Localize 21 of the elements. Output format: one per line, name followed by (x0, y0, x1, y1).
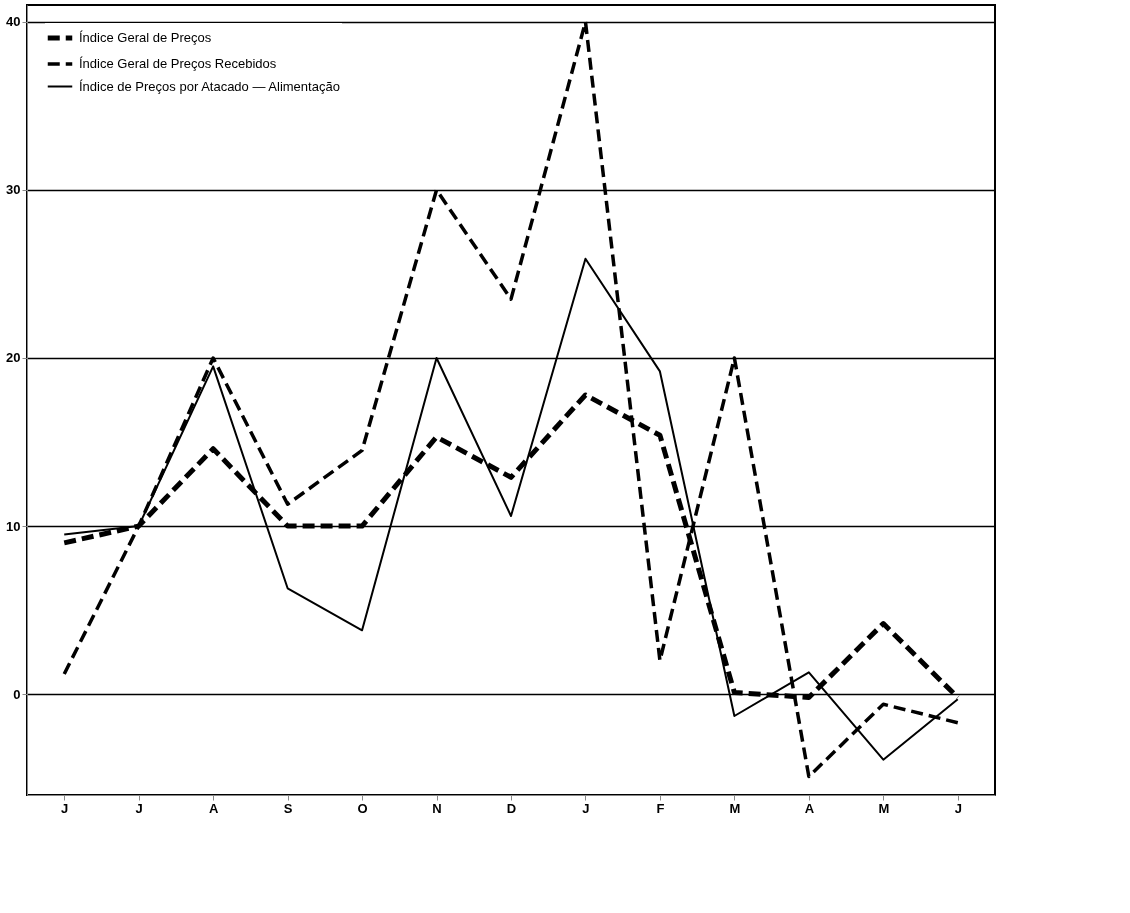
x-tick-label: F (656, 800, 665, 816)
x-tick-label: N (432, 800, 442, 816)
y-tick-label: 40 (6, 14, 21, 30)
x-tick-label: A (804, 800, 815, 816)
x-tick-label: J (954, 800, 962, 816)
legend-label: Índice de Preços por Atacado — Alimentação (79, 78, 340, 94)
legend-label: Índice Geral de Preços (79, 30, 212, 45)
x-tick-label: O (357, 800, 368, 816)
x-tick-label: S (283, 800, 293, 816)
y-tick-label: 10 (6, 518, 21, 534)
y-tick-label: 30 (6, 182, 21, 198)
x-tick-label: D (506, 800, 517, 816)
x-tick-label: M (729, 800, 741, 816)
x-tick-label: J (61, 800, 69, 816)
x-tick-label: A (208, 800, 219, 816)
y-tick-label: 0 (13, 686, 21, 702)
x-tick-label: M (878, 800, 890, 816)
x-tick-label: J (135, 800, 143, 816)
y-tick-label: 20 (6, 350, 21, 366)
legend-label: Índice Geral de Preços Recebidos (79, 56, 277, 71)
x-tick-label: J (582, 800, 590, 816)
